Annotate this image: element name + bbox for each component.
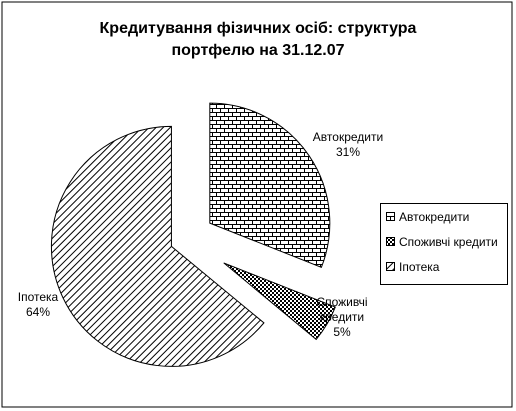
legend-swatch-box (386, 237, 395, 246)
data-label-value: 64% (25, 305, 51, 319)
data-label: Споживчі кредити 5% (307, 295, 377, 340)
pie-slice (209, 102, 331, 268)
chart-title: Кредитування фізичних осіб: структура по… (99, 20, 417, 59)
data-label-category: Споживчі кредити (316, 295, 368, 324)
data-label-category: Іпотека (17, 290, 59, 304)
legend-label: Споживчі кредити (399, 234, 498, 249)
legend-label: Іпотека (399, 259, 440, 274)
data-label-category: Автокредити (312, 130, 384, 144)
pie-slice (223, 262, 336, 341)
data-label: Іпотека 64% (8, 290, 68, 320)
legend-swatch (386, 237, 395, 246)
data-label-value: 5% (333, 325, 351, 339)
pie-slice (50, 125, 265, 367)
legend-swatch (386, 212, 395, 221)
legend-swatch-box (386, 262, 395, 271)
legend-label: Автокредити (399, 209, 470, 224)
legend-item: Автокредити (381, 204, 507, 229)
legend: Автокредити Споживчі кредити Іпотека (380, 203, 508, 285)
legend-item: Споживчі кредити (381, 229, 507, 254)
legend-swatch (386, 262, 395, 271)
legend-swatch-box (386, 212, 395, 221)
legend-item: Іпотека (381, 254, 507, 279)
data-label-value: 31% (335, 145, 361, 159)
data-label: Автокредити 31% (303, 130, 393, 160)
